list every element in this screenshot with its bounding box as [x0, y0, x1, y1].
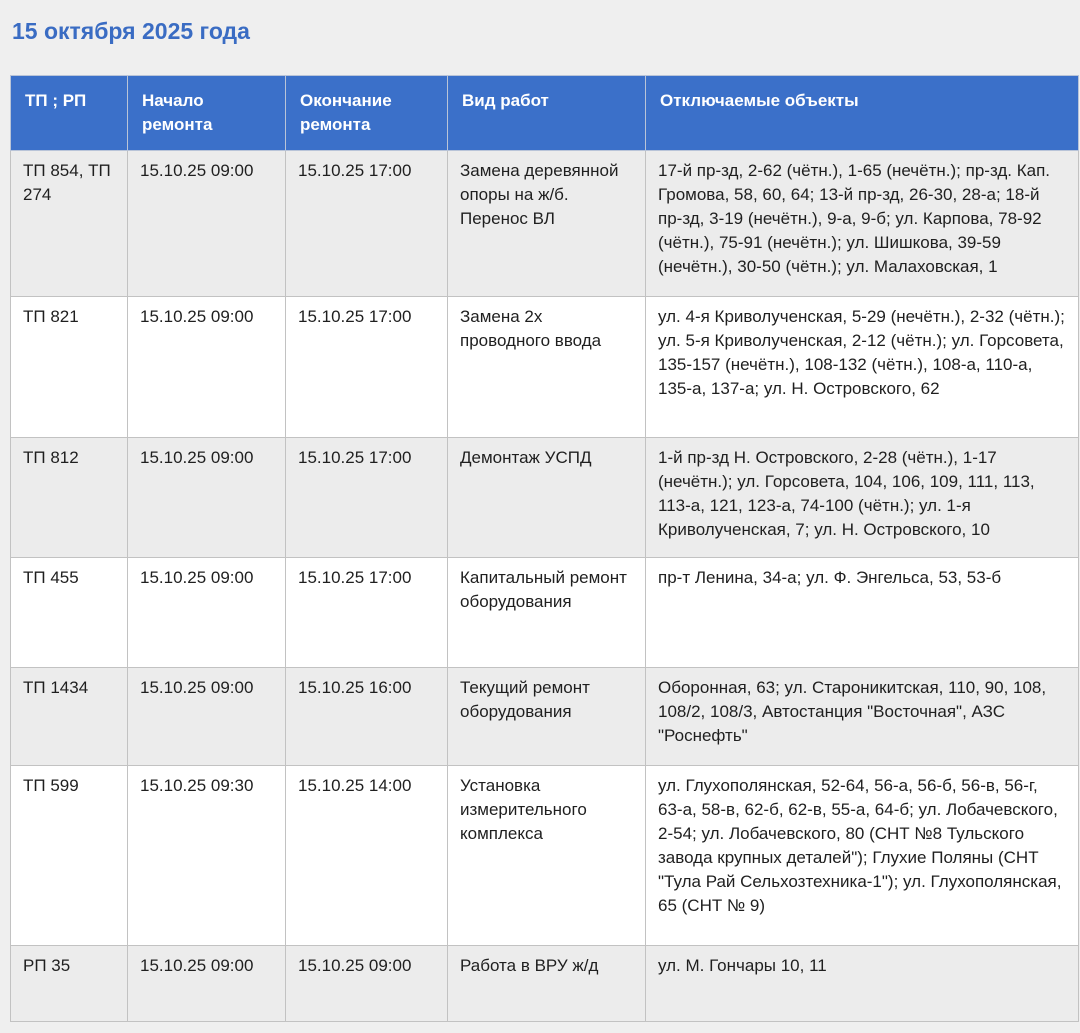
col-header-objects: Отключаемые объекты	[645, 75, 1079, 151]
cell-end: 15.10.25 17:00	[285, 150, 448, 297]
cell-end: 15.10.25 17:00	[285, 557, 448, 668]
cell-objects: 17-й пр-зд, 2-62 (чётн.), 1-65 (нечётн.)…	[645, 150, 1079, 297]
cell-end: 15.10.25 14:00	[285, 765, 448, 946]
table-row: РП 35 15.10.25 09:00 15.10.25 09:00 Рабо…	[10, 945, 1079, 1022]
cell-work-type: Установка измерительного комплекса	[447, 765, 646, 946]
cell-start: 15.10.25 09:00	[127, 557, 286, 668]
cell-tp-rp: ТП 854, ТП 274	[10, 150, 128, 297]
cell-work-type: Текущий ремонт оборудования	[447, 667, 646, 766]
cell-start: 15.10.25 09:30	[127, 765, 286, 946]
cell-objects: ул. 4-я Криволученская, 5-29 (нечётн.), …	[645, 296, 1079, 438]
table-row: ТП 455 15.10.25 09:00 15.10.25 17:00 Кап…	[10, 557, 1079, 668]
cell-work-type: Работа в ВРУ ж/д	[447, 945, 646, 1022]
outage-table: ТП ; РП Начало ремонта Окончание ремонта…	[10, 75, 1079, 1022]
cell-tp-rp: ТП 812	[10, 437, 128, 558]
col-header-end: Окончание ремонта	[285, 75, 448, 151]
table-row: ТП 854, ТП 274 15.10.25 09:00 15.10.25 1…	[10, 150, 1079, 297]
cell-work-type: Замена деревянной опоры на ж/б. Перенос …	[447, 150, 646, 297]
cell-work-type: Замена 2х проводного ввода	[447, 296, 646, 438]
cell-tp-rp: ТП 821	[10, 296, 128, 438]
cell-start: 15.10.25 09:00	[127, 296, 286, 438]
page-title: 15 октября 2025 года	[12, 18, 250, 44]
col-header-start: Начало ремонта	[127, 75, 286, 151]
cell-end: 15.10.25 09:00	[285, 945, 448, 1022]
cell-end: 15.10.25 16:00	[285, 667, 448, 766]
cell-start: 15.10.25 09:00	[127, 437, 286, 558]
cell-objects: ул. Глухополянская, 52-64, 56-а, 56-б, 5…	[645, 765, 1079, 946]
cell-end: 15.10.25 17:00	[285, 437, 448, 558]
table-row: ТП 821 15.10.25 09:00 15.10.25 17:00 Зам…	[10, 296, 1079, 438]
table-row: ТП 599 15.10.25 09:30 15.10.25 14:00 Уст…	[10, 765, 1079, 946]
cell-tp-rp: РП 35	[10, 945, 128, 1022]
table-row: ТП 1434 15.10.25 09:00 15.10.25 16:00 Те…	[10, 667, 1079, 766]
cell-objects: ул. М. Гончары 10, 11	[645, 945, 1079, 1022]
table-header-row: ТП ; РП Начало ремонта Окончание ремонта…	[10, 75, 1079, 151]
cell-objects: пр-т Ленина, 34-а; ул. Ф. Энгельса, 53, …	[645, 557, 1079, 668]
cell-start: 15.10.25 09:00	[127, 667, 286, 766]
cell-tp-rp: ТП 1434	[10, 667, 128, 766]
cell-tp-rp: ТП 599	[10, 765, 128, 946]
col-header-work-type: Вид работ	[447, 75, 646, 151]
cell-work-type: Капитальный ремонт оборудования	[447, 557, 646, 668]
cell-objects: Оборонная, 63; ул. Староникитская, 110, …	[645, 667, 1079, 766]
col-header-tp-rp: ТП ; РП	[10, 75, 128, 151]
cell-start: 15.10.25 09:00	[127, 150, 286, 297]
cell-start: 15.10.25 09:00	[127, 945, 286, 1022]
cell-tp-rp: ТП 455	[10, 557, 128, 668]
cell-end: 15.10.25 17:00	[285, 296, 448, 438]
cell-objects: 1-й пр-зд Н. Островского, 2-28 (чётн.), …	[645, 437, 1079, 558]
cell-work-type: Демонтаж УСПД	[447, 437, 646, 558]
table-row: ТП 812 15.10.25 09:00 15.10.25 17:00 Дем…	[10, 437, 1079, 558]
